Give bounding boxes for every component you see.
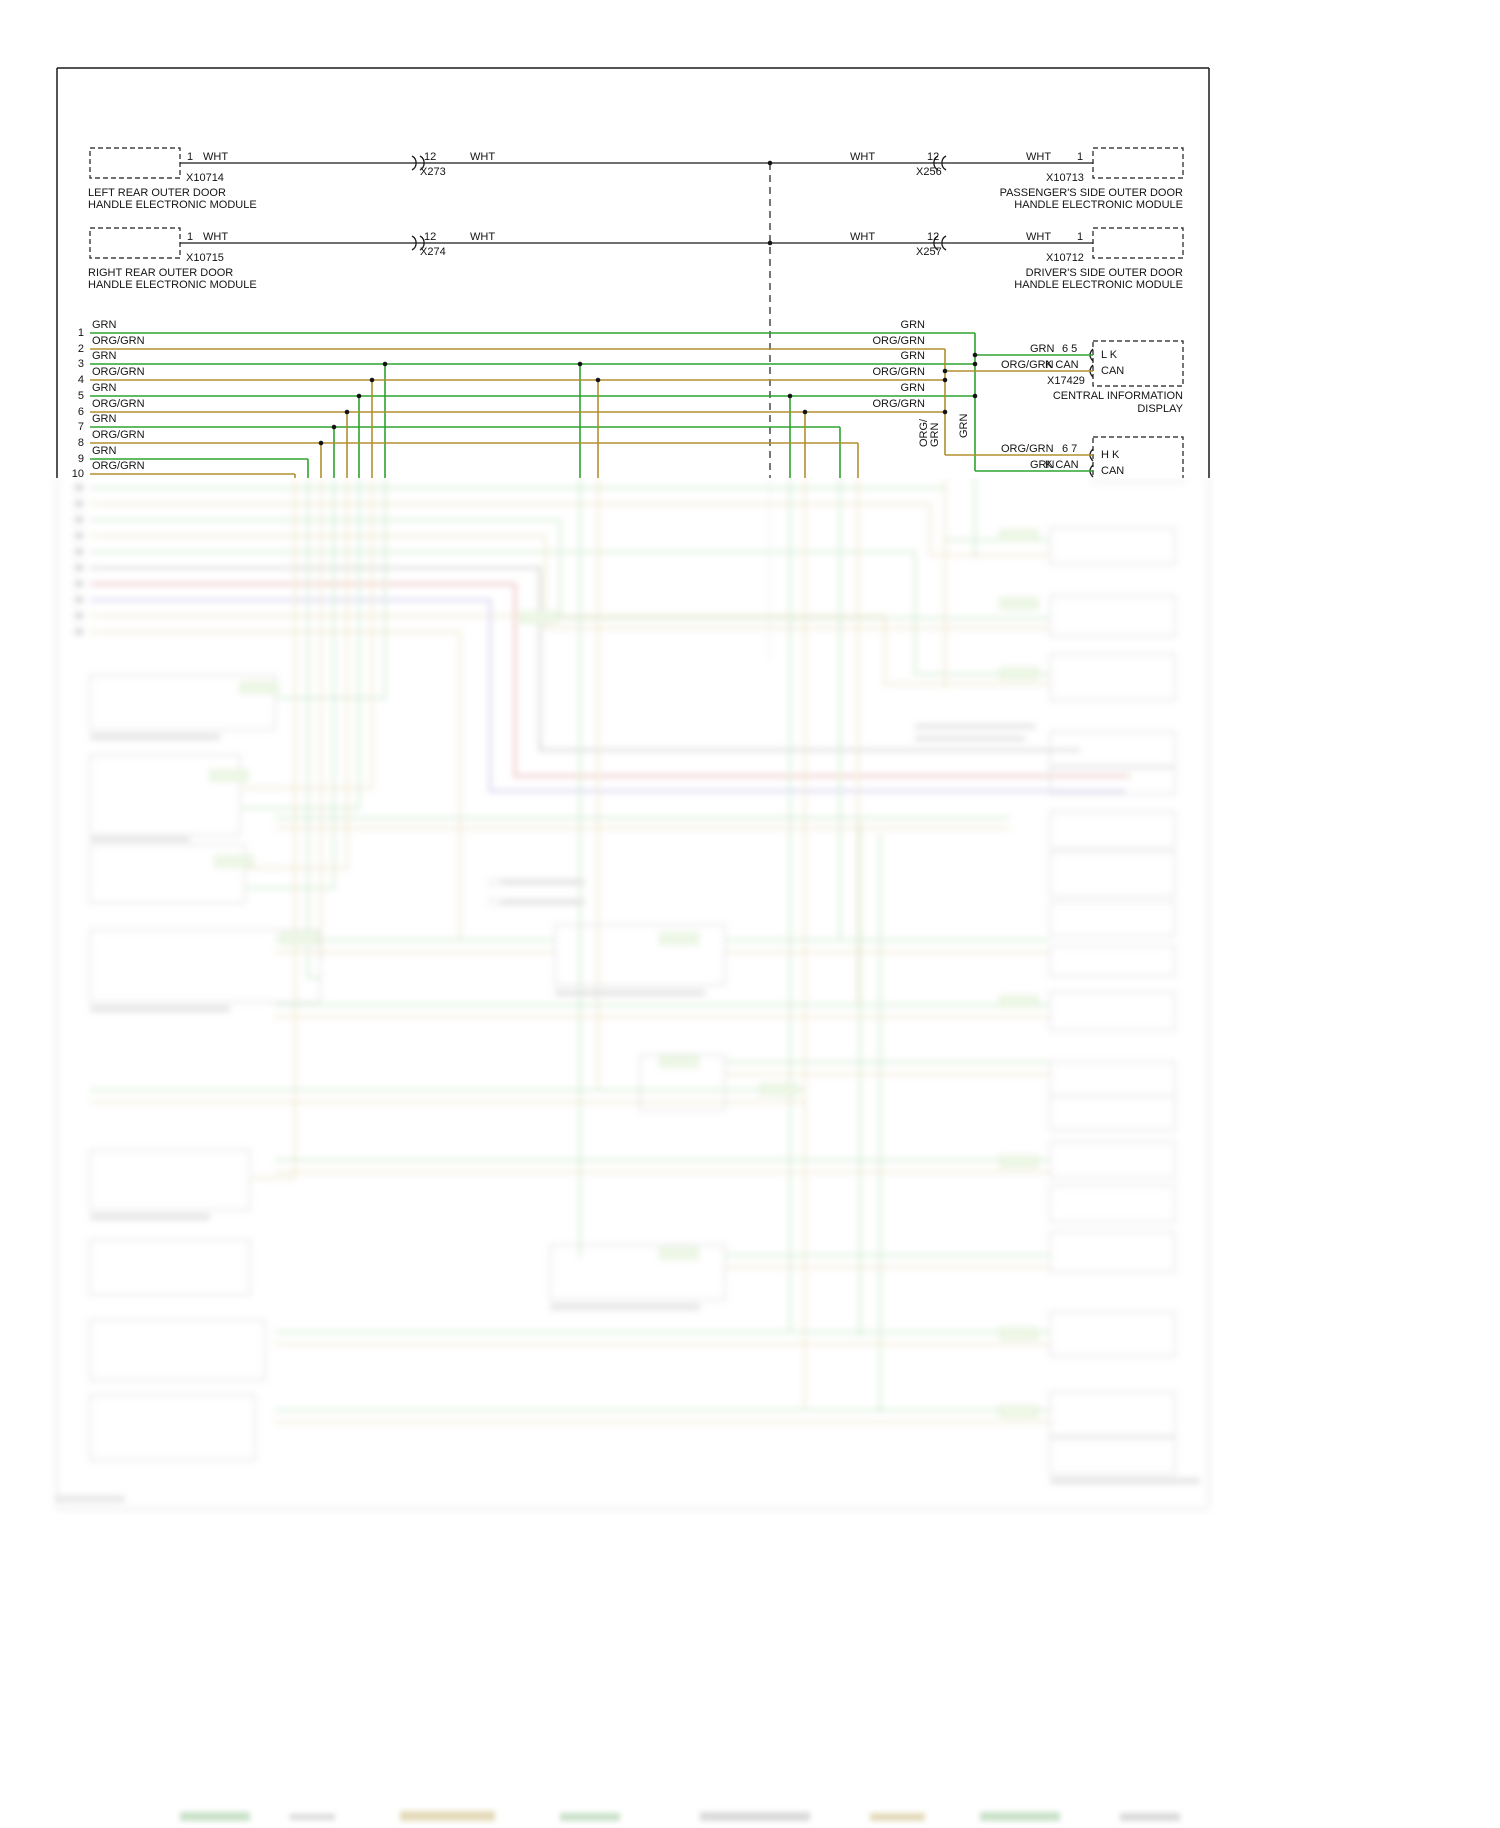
- wire-color-label: WHT: [1026, 151, 1052, 163]
- bus-row-number: 9: [77, 453, 84, 465]
- bus-wire-label: ORG/GRN: [92, 366, 145, 378]
- wire-color-label: WHT: [1026, 231, 1052, 243]
- wire-color-label: ORG/GRN: [1001, 359, 1054, 371]
- module-box-passenger: [1092, 147, 1184, 179]
- module-name: RIGHT REAR OUTER DOOR: [88, 267, 234, 279]
- blurred-content: [55, 478, 1210, 1510]
- module-name: HANDLE ELECTRONIC MODULE: [88, 199, 257, 211]
- bus-wire-label: ORG/GRN: [872, 366, 925, 378]
- blur-wash: [45, 478, 1215, 1515]
- bus-wire-label: GRN: [92, 350, 117, 362]
- connector-id-label: X17429: [1047, 375, 1085, 387]
- connector-id-label: X273: [420, 166, 446, 178]
- bus-wire-label: GRN: [900, 350, 925, 362]
- wire-color-label: WHT: [850, 151, 876, 163]
- connector-id-label: X10714: [186, 172, 224, 184]
- pin-number-label: 1: [187, 151, 194, 163]
- wire-color-label: WHT: [203, 231, 229, 243]
- pin-number-label: K CAN: [1045, 359, 1079, 371]
- connector-id-label: X256: [916, 166, 942, 178]
- pin-number-label: 1: [187, 231, 194, 243]
- pin-number-label: 6 7: [1062, 443, 1078, 455]
- bus-row-number: 10: [71, 468, 84, 480]
- wire-color-label: WHT: [470, 231, 496, 243]
- bus-row-number: 5: [77, 390, 84, 402]
- display-pin-name: CAN: [1101, 465, 1125, 477]
- connector-id-label: X274: [420, 246, 446, 258]
- pin-number-label: 6 5: [1062, 343, 1078, 355]
- module-box-left-rear: [89, 147, 181, 179]
- wire-color-label: WHT: [850, 231, 876, 243]
- bus-wire-label: GRN: [92, 382, 117, 394]
- bus-wire-label: GRN: [900, 319, 925, 331]
- module-name: HANDLE ELECTRONIC MODULE: [1014, 279, 1183, 291]
- bus-wire-label: ORG/GRN: [872, 335, 925, 347]
- module-box-right-rear: [89, 227, 181, 259]
- pin-number-label: 12: [424, 231, 437, 243]
- connector-id-label: X10715: [186, 252, 224, 264]
- connector-id-label: X257: [916, 246, 942, 258]
- module-name: DRIVER'S SIDE OUTER DOOR: [1025, 267, 1183, 279]
- bus-wire-label: ORG/GRN: [92, 398, 145, 410]
- vertical-wire-label-line: GRN: [958, 413, 970, 438]
- display-pin-name: L K: [1101, 349, 1118, 361]
- module-name: PASSENGER'S SIDE OUTER DOOR: [999, 187, 1183, 199]
- pin-number-label: 1: [1077, 231, 1084, 243]
- bus-row-number: 3: [77, 358, 84, 370]
- pin-number-label: K CAN: [1045, 459, 1079, 471]
- bus-wire-label: ORG/GRN: [92, 429, 145, 441]
- display-box-top: [1092, 340, 1184, 387]
- bus-wire-label: GRN: [92, 319, 117, 331]
- module-name: LEFT REAR OUTER DOOR: [88, 187, 226, 199]
- bus-wire-label: ORG/GRN: [92, 335, 145, 347]
- module-name: HANDLE ELECTRONIC MODULE: [88, 279, 257, 291]
- bus-wire-label: GRN: [900, 382, 925, 394]
- bus-row-number: 2: [77, 343, 84, 355]
- wire-color-label: WHT: [470, 151, 496, 163]
- pin-number-label: 1: [1077, 151, 1084, 163]
- module-name: DISPLAY: [1137, 403, 1183, 415]
- connector-id-label: X10713: [1046, 172, 1084, 184]
- connector-id-label: X10712: [1046, 252, 1084, 264]
- wire-color-label: GRN: [1030, 343, 1055, 355]
- bus-wire-label: ORG/GRN: [872, 398, 925, 410]
- wire-color-label: WHT: [203, 151, 229, 163]
- pin-number-label: 12: [424, 151, 437, 163]
- vertical-wire-label-grn: GRN: [958, 413, 970, 438]
- module-name: CENTRAL INFORMATION: [1052, 390, 1183, 402]
- orggrn-bus-wires: [90, 348, 1093, 478]
- bus-row-number: 1: [77, 327, 84, 339]
- display-pin-name: CAN: [1101, 365, 1125, 377]
- bus-row-number: 7: [77, 421, 84, 433]
- pin-number-label: 12: [927, 151, 940, 163]
- bottom-edge-blur: [180, 1811, 1180, 1821]
- display-pin-name: H K: [1101, 449, 1120, 461]
- wire-color-label: GRN: [1030, 459, 1055, 471]
- bus-wire-label: ORG/GRN: [92, 460, 145, 472]
- pin-number-label: 12: [927, 231, 940, 243]
- bus-wire-label: GRN: [92, 445, 117, 457]
- blurred-lower-region: [45, 478, 1215, 1515]
- wire-color-label: ORG/GRN: [1001, 443, 1054, 455]
- grn-bus-wires: [90, 332, 1093, 478]
- bottom-blur-content: [180, 1811, 1180, 1821]
- bus-row-number: 8: [77, 437, 84, 449]
- vertical-wire-label-orggrn: ORG/ GRN: [918, 419, 941, 447]
- module-box-driver: [1092, 227, 1184, 259]
- module-name: HANDLE ELECTRONIC MODULE: [1014, 199, 1183, 211]
- bus-row-number: 6: [77, 406, 84, 418]
- bus-wire-label: GRN: [92, 413, 117, 425]
- vertical-wire-label-line: GRN: [929, 422, 941, 447]
- bus-row-number: 4: [77, 374, 84, 386]
